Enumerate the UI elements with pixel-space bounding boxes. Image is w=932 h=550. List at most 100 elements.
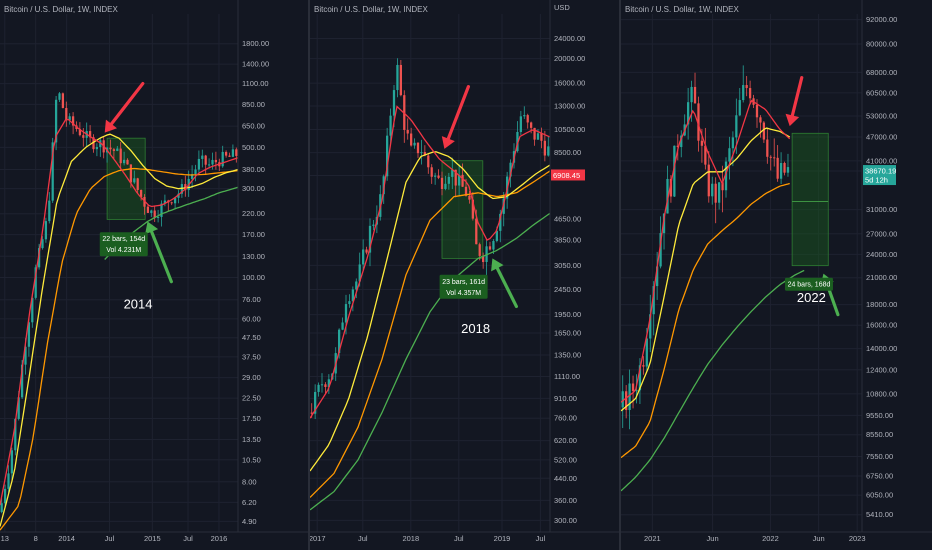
price-tick-label: 4.90 (242, 517, 257, 526)
candle-body (523, 115, 526, 117)
candle-body (177, 193, 180, 198)
year-annotation: 2014 (124, 297, 153, 312)
ema-yellow-line (0, 133, 239, 527)
candle-body (54, 99, 58, 143)
candle-body (365, 249, 368, 253)
price-tick-label: 1950.00 (554, 310, 581, 319)
ema-green-line (620, 269, 805, 492)
candle-body (635, 390, 638, 392)
candle-body (468, 195, 471, 200)
candle-body (693, 86, 697, 104)
candle-body (61, 93, 65, 108)
candle-body (146, 206, 150, 213)
price-tick-label: 47.50 (242, 333, 261, 342)
price-tick-label: 1400.00 (242, 60, 269, 69)
candle-body (68, 116, 71, 121)
ema-yellow-line (309, 151, 551, 472)
price-tick-label: 380.00 (242, 165, 265, 174)
green-arrow-head (145, 221, 159, 235)
candle-body (690, 86, 693, 103)
candle-body (440, 177, 444, 189)
price-tick-label: 92000.00 (866, 15, 897, 24)
candle-body (348, 301, 351, 305)
candle-body (659, 233, 662, 267)
candle-body (533, 127, 536, 140)
ema-red-line (620, 99, 791, 403)
price-tick-label: 100.00 (242, 273, 265, 282)
candle-body (228, 155, 231, 157)
price-tick-label: 1100.00 (242, 79, 269, 88)
candle-body (133, 178, 136, 183)
candle-body (475, 218, 478, 245)
candle-body (150, 210, 153, 213)
time-tick-label: 13 (1, 534, 9, 543)
time-tick-label: 2022 (762, 534, 779, 543)
candle-body (20, 364, 24, 398)
range-box (791, 132, 829, 267)
price-tick-label: 3850.00 (554, 235, 581, 244)
candle-body (399, 64, 402, 96)
candle-body (731, 137, 735, 149)
candle-body (519, 116, 522, 132)
candle-body (745, 85, 748, 89)
price-tick-label: 130.00 (242, 252, 265, 261)
candle-body (413, 142, 416, 146)
range-label-vol: Vol 4.357M (446, 290, 481, 297)
candle-body (156, 216, 160, 218)
time-tick-label: Jul (454, 534, 464, 543)
candle-body (420, 152, 423, 154)
candle-body (372, 224, 375, 226)
price-tick-label: 8500.00 (554, 148, 581, 157)
candle-body (95, 147, 99, 150)
time-tick-label: 2018 (402, 534, 419, 543)
candle-body (652, 286, 655, 315)
candle-body (406, 129, 409, 134)
candle-body (492, 241, 495, 250)
candle-body (783, 163, 786, 173)
candle-body (88, 131, 92, 138)
candle-body (526, 115, 529, 123)
candle-body (742, 85, 745, 101)
candle-body (0, 503, 3, 513)
candle-body (645, 338, 648, 367)
candle-body (351, 289, 354, 302)
ema-yellow-line (620, 127, 791, 412)
candle-body (119, 148, 122, 164)
candle-body (779, 163, 783, 179)
price-tick-label: 300.00 (242, 184, 265, 193)
candle-body (697, 103, 700, 141)
candle-body (423, 152, 426, 156)
candle-body (638, 365, 642, 391)
candle-body (704, 145, 707, 165)
red-arrow-head (104, 119, 117, 133)
candle-body (31, 297, 34, 323)
candle-body (34, 267, 37, 298)
candle-body (656, 266, 659, 287)
price-tick-label: 9550.00 (866, 411, 893, 420)
candle-body (126, 159, 129, 165)
panel-title: Bitcoin / U.S. Dollar, 1W, INDEX (625, 5, 739, 14)
candle-body (235, 149, 238, 156)
candle-body (310, 412, 313, 414)
price-tick-label: 31000.00 (866, 205, 897, 214)
candle-body (642, 365, 645, 367)
candle-body (71, 116, 75, 126)
price-tick-label: 620.00 (554, 436, 577, 445)
candle-body (51, 142, 54, 201)
range-label-vol: Vol 4.231M (106, 247, 141, 254)
candle-body (464, 186, 468, 196)
candle-body (755, 104, 759, 118)
candle-body (7, 473, 10, 489)
candle-body (17, 397, 20, 419)
candle-body (516, 131, 519, 152)
candle-body (628, 383, 631, 411)
candle-body (136, 178, 139, 190)
candle-body (499, 213, 502, 231)
candle-body (676, 145, 679, 148)
red-arrow-shaft (109, 81, 145, 126)
red-arrow-head (785, 113, 800, 127)
candle-body (368, 225, 372, 253)
candle-body (160, 203, 163, 217)
candle-body (37, 248, 41, 268)
